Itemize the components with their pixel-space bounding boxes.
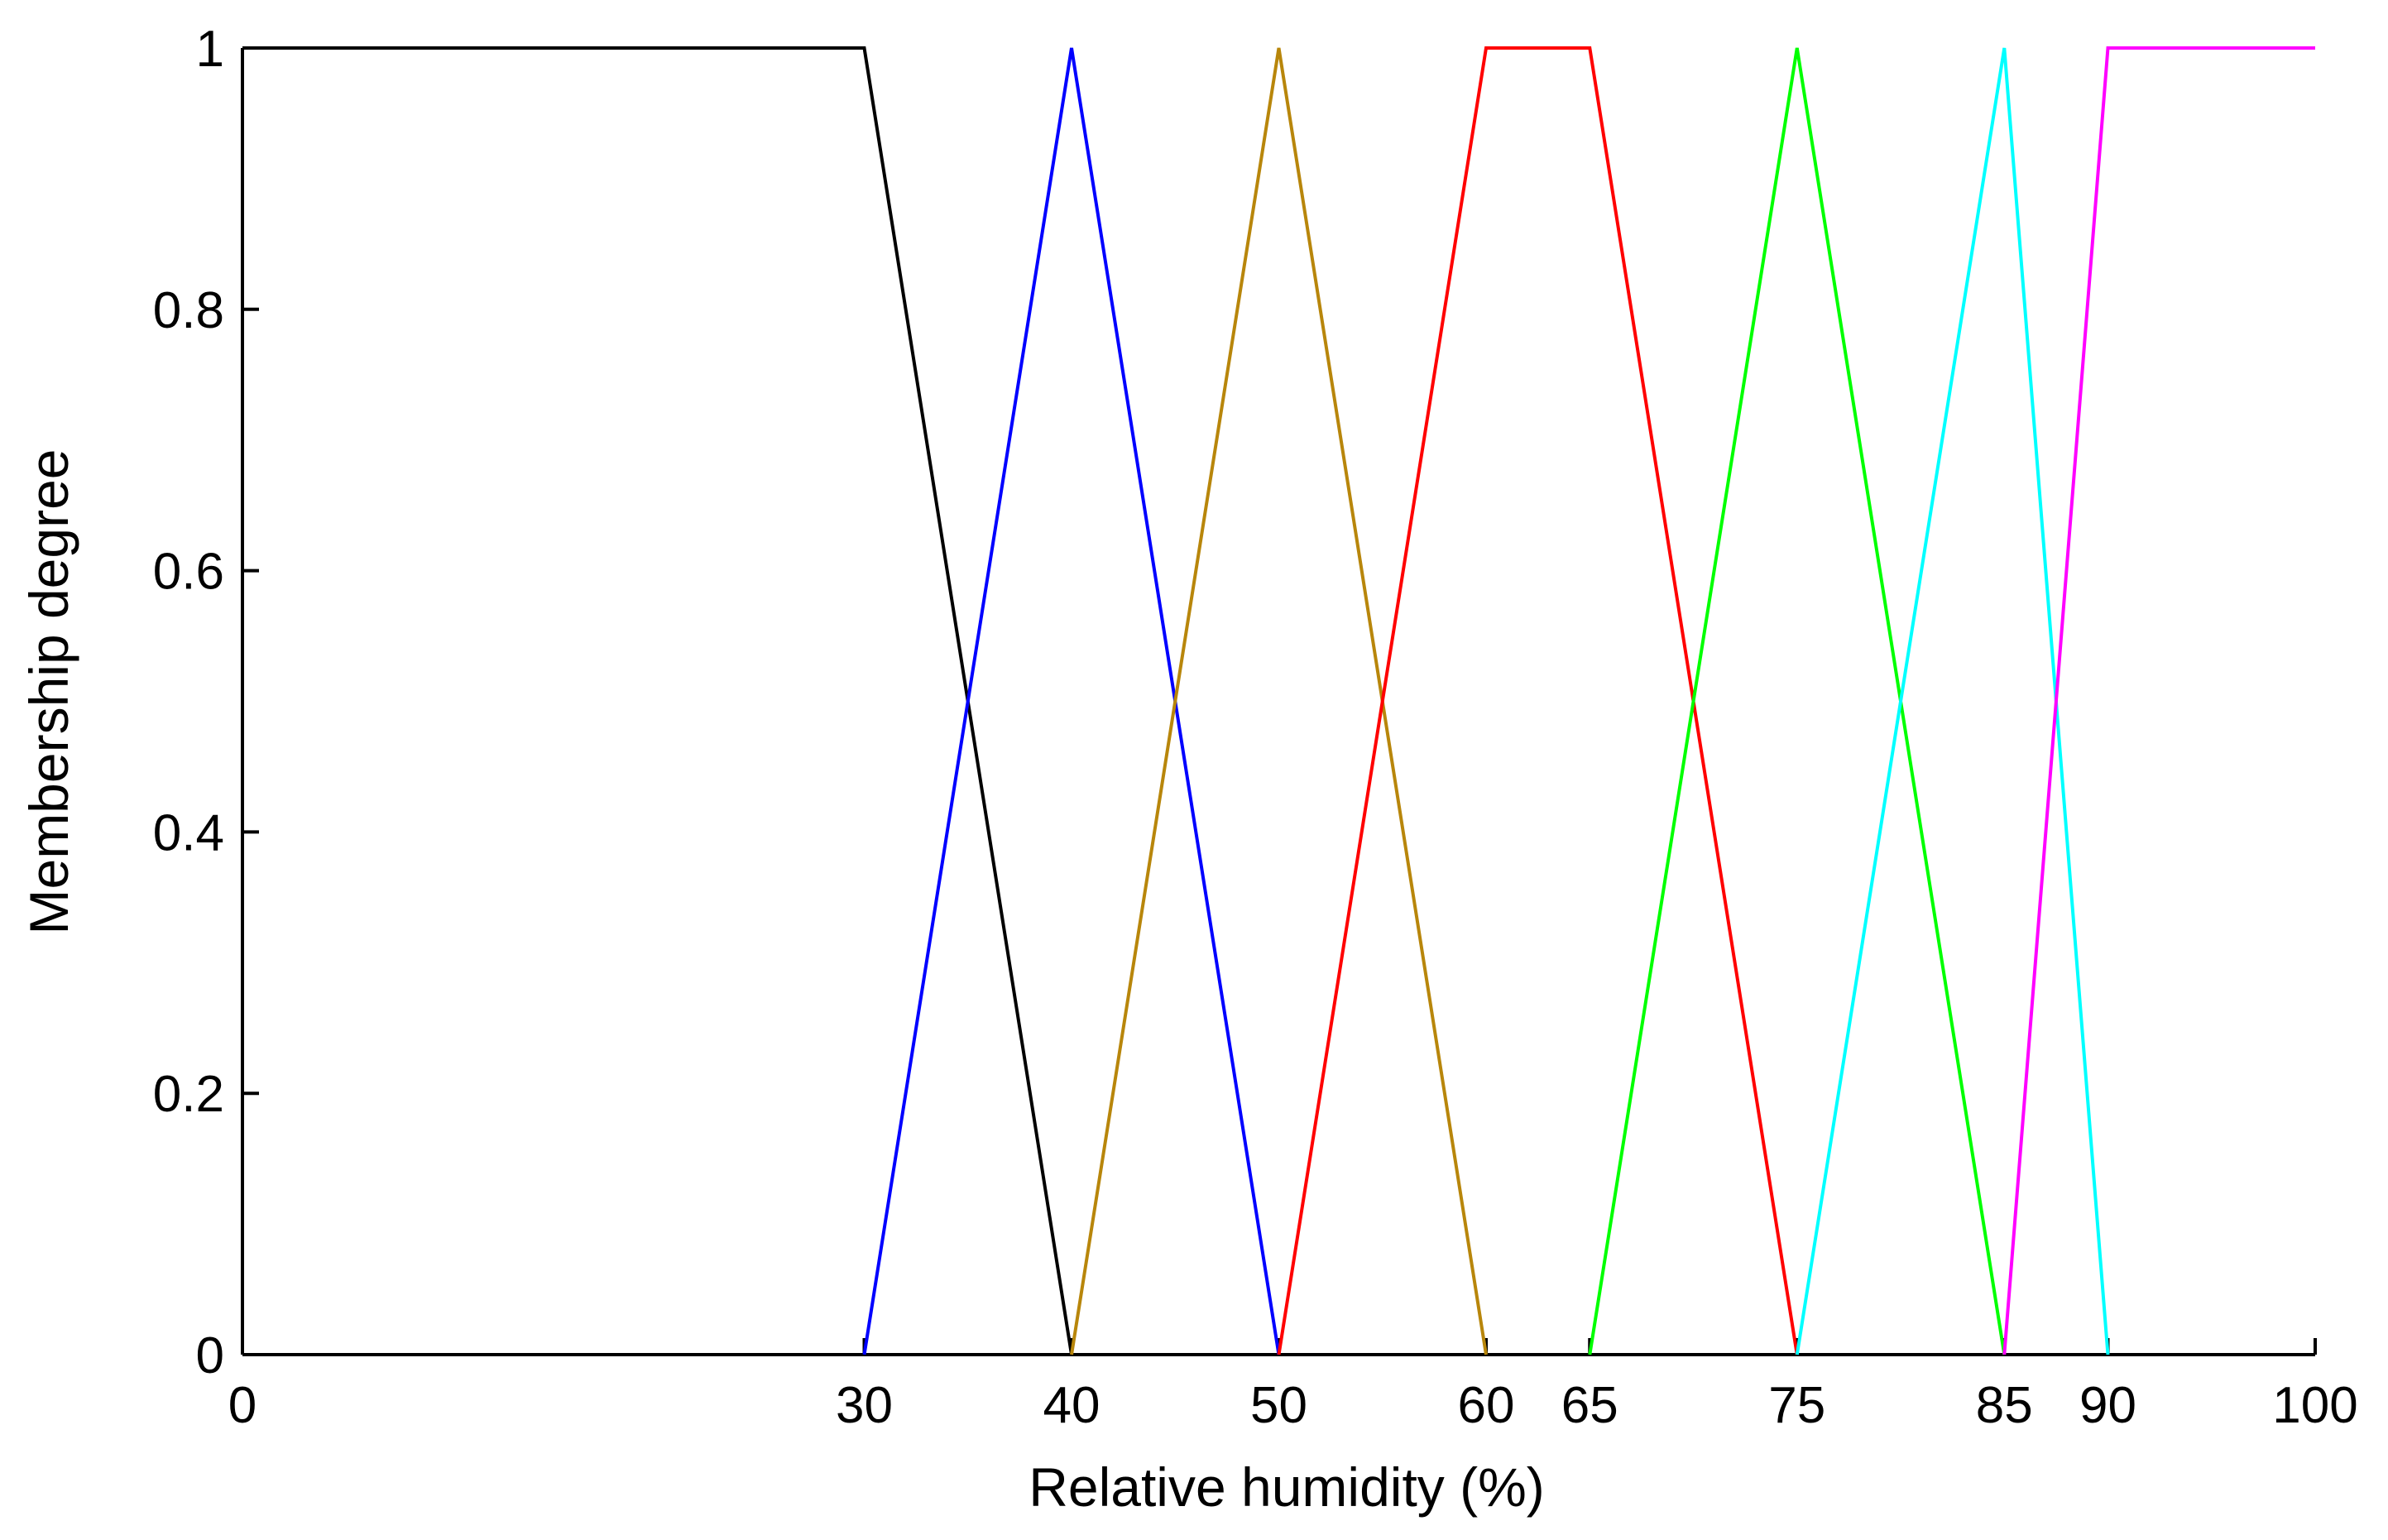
y-tick-label: 0.8 (153, 282, 224, 339)
series-line-3 (1070, 47, 1488, 1355)
tick-labels: 0 30 40 50 60 65 75 85 90 100 0 0.2 0.4 0.6 0.8 1 (153, 21, 2358, 1434)
y-tick-label: 0.6 (153, 544, 224, 601)
axes (241, 46, 2317, 1356)
x-tick-label: 90 (2079, 1377, 2136, 1434)
x-tick-label: 40 (1043, 1377, 1100, 1434)
y-tick-label: 1 (196, 21, 224, 78)
series-line-7 (2002, 46, 2315, 1355)
series-line-1 (242, 46, 1073, 1355)
series-line-5 (1588, 47, 2007, 1355)
x-tick-label: 60 (1458, 1377, 1515, 1434)
x-tick-label: 75 (1768, 1377, 1825, 1434)
series-line-6 (1795, 47, 2110, 1355)
y-tick-label: 0.4 (153, 804, 224, 861)
x-tick-label: 30 (836, 1377, 893, 1434)
x-tick-label: 0 (228, 1377, 257, 1434)
x-axis-label: Relative humidity (%) (1029, 1456, 1545, 1518)
series-line-2 (862, 47, 1281, 1355)
y-axis-label: Membership degree (18, 449, 79, 935)
plot-area (242, 46, 2315, 1355)
x-tick-label: 50 (1250, 1377, 1307, 1434)
x-tick-label: 100 (2272, 1377, 2357, 1434)
x-tick-label: 65 (1561, 1377, 1618, 1434)
series-line-4 (1277, 46, 1799, 1355)
y-tick-label: 0.2 (153, 1066, 224, 1123)
x-tick-label: 85 (1976, 1377, 2033, 1434)
y-tick-label: 0 (196, 1327, 224, 1384)
